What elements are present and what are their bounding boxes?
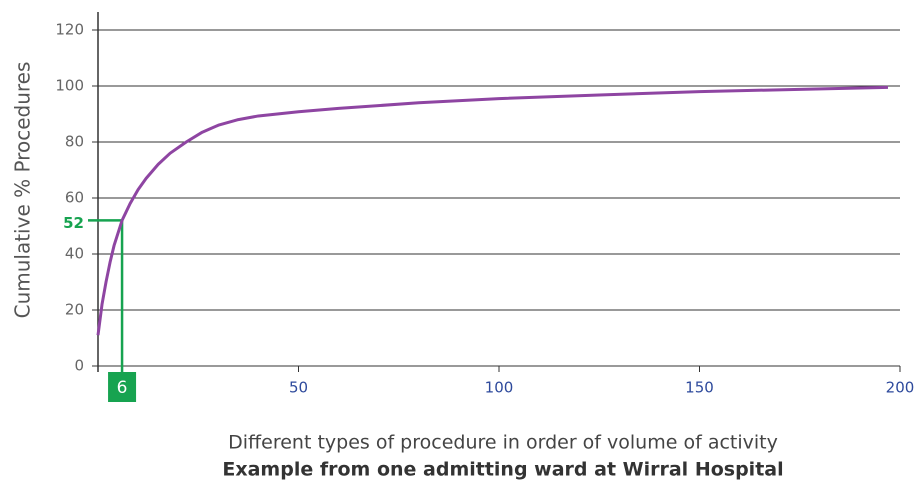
y-tick-label: 100 (55, 77, 84, 95)
y-axis-label: Cumulative % Procedures (11, 62, 35, 319)
x-tick-label: 50 (289, 379, 308, 397)
y-tick-label: 20 (65, 301, 84, 319)
x-axis-label: Different types of procedure in order of… (228, 432, 778, 454)
x-tick-label: 100 (485, 379, 514, 397)
x-tick-label: 150 (685, 379, 714, 397)
caption: Example from one admitting ward at Wirra… (222, 459, 783, 481)
y-tick-label: 40 (65, 245, 84, 263)
y-tick-label: 120 (55, 21, 84, 39)
line (96, 85, 889, 336)
annotation-x-label: 6 (117, 378, 128, 398)
y-tick-label: 60 (65, 189, 84, 207)
x-tick-label: 200 (886, 379, 915, 397)
y-tick-label: 0 (74, 357, 84, 375)
annotation-y-label: 52 (63, 214, 84, 232)
y-tick-label: 80 (65, 133, 84, 151)
annotation-x-box (108, 372, 137, 402)
